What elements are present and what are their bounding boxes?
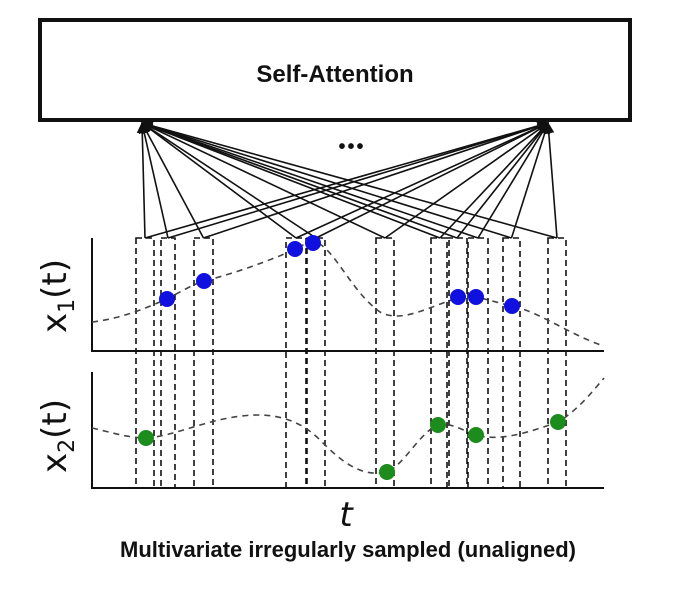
x1-sample-point: [305, 235, 321, 251]
self-attention-label: Self-Attention: [256, 61, 413, 88]
sample-window: [160, 237, 176, 489]
sample-window: [446, 237, 468, 489]
attention-arrow: [140, 120, 512, 239]
attention-arrow: [141, 122, 317, 239]
attention-arrow: [141, 122, 205, 239]
attention-arrows: [136, 120, 558, 239]
attention-arrow: [141, 122, 297, 239]
x1-sample-point: [450, 289, 466, 305]
attention-arrow: [140, 121, 441, 239]
sample-window: [193, 237, 214, 489]
attention-arrow: [384, 122, 549, 239]
x1-sample-point: [159, 291, 175, 307]
attention-arrow: [295, 122, 550, 239]
x1-sample-point: [468, 289, 484, 305]
attention-arrow: [456, 122, 549, 239]
attention-arrow: [138, 121, 169, 239]
x2-sample-point: [379, 464, 395, 480]
sample-window: [502, 237, 521, 489]
x1-panel: x1(t): [35, 235, 605, 352]
x2-sample-point: [550, 414, 566, 430]
sample-window: [375, 237, 395, 489]
attention-arrow: [510, 121, 551, 239]
attention-arrow: [140, 121, 458, 239]
figure-caption: Multivariate irregularly sampled (unalig…: [120, 537, 576, 562]
sample-window: [547, 237, 567, 489]
x1-axis-label: x1(t): [35, 259, 80, 333]
attention-arrow: [140, 120, 558, 239]
attention-arrow: [203, 120, 550, 239]
x1-sample-point: [287, 241, 303, 257]
x1-sample-point: [504, 298, 520, 314]
x2-sample-point: [430, 417, 446, 433]
x2-sample-point: [468, 427, 484, 443]
x1-sample-point: [196, 273, 212, 289]
time-axis-label: t: [339, 495, 354, 535]
self-attention-block: [38, 18, 632, 122]
attention-arrow: [167, 120, 550, 239]
attention-arrow: [144, 120, 550, 239]
x2-axis-label: x2(t): [35, 399, 80, 473]
sample-window: [285, 237, 307, 489]
attention-arrow: [136, 121, 148, 239]
attention-arrow: [140, 122, 386, 239]
x1-curve: [91, 241, 605, 347]
sample-window: [467, 237, 489, 489]
x2-points: [138, 414, 566, 480]
attention-arrow: [543, 121, 558, 239]
x2-curve: [91, 377, 605, 474]
ellipsis-dots: •••: [338, 136, 365, 158]
sample-window: [430, 237, 450, 489]
x2-panel: x2(t): [35, 372, 605, 489]
attention-arrow: [140, 120, 479, 239]
x1-points: [159, 235, 520, 314]
attention-arrow: [439, 122, 549, 239]
attention-arrow: [315, 122, 550, 239]
sample-window: [306, 237, 326, 489]
x2-sample-point: [138, 430, 154, 446]
sample-window: [135, 237, 155, 489]
